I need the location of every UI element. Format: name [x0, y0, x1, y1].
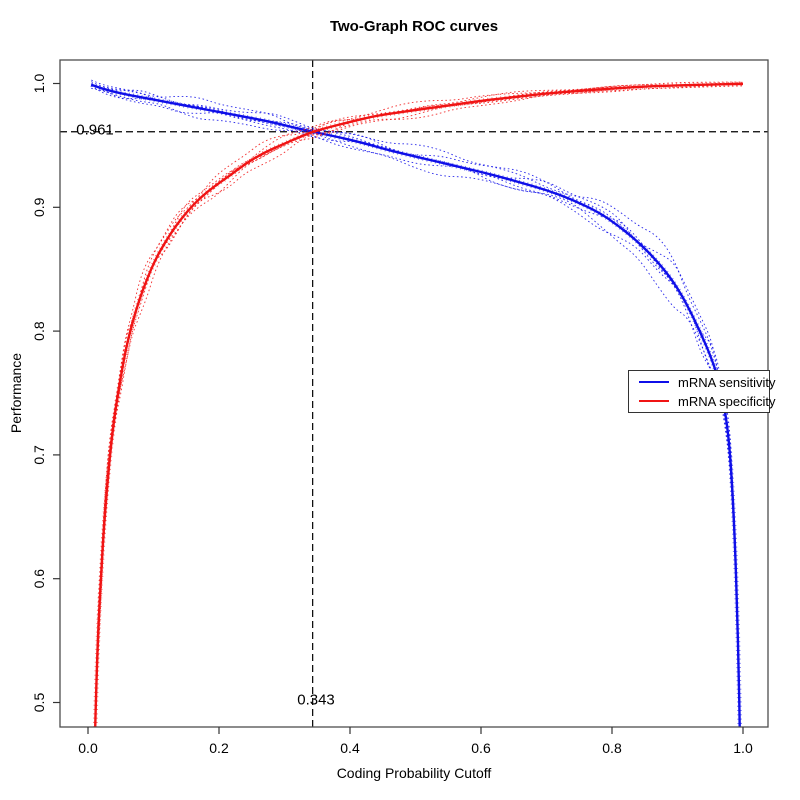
sensitivity-line-swatch [639, 381, 669, 383]
specificity-curve [94, 82, 744, 727]
sensitivity-ci-curve [91, 88, 741, 727]
specificity-line-swatch [639, 400, 669, 402]
legend-label-specificity: mRNA specificity [678, 393, 776, 409]
y-tick-label: 0.5 [31, 693, 47, 713]
y-tick-label: 0.6 [31, 569, 47, 589]
chart-title: Two-Graph ROC curves [329, 18, 499, 35]
threshold-y-label: 0.961 [76, 121, 114, 139]
y-tick-label: 0.9 [31, 197, 47, 217]
x-tick-label: 0.6 [471, 740, 491, 756]
y-axis-title: Performance [8, 352, 24, 434]
x-tick-label: 1.0 [733, 740, 753, 756]
sensitivity-curve-texture [90, 82, 743, 727]
legend-item-sensitivity: mRNA sensitivity [629, 375, 776, 390]
y-tick-label: 0.8 [31, 321, 47, 341]
legend-item-specificity: mRNA specificity [629, 394, 776, 409]
x-tick-label: 0.2 [209, 740, 229, 756]
x-axis-title: Coding Probability Cutoff [336, 765, 492, 781]
sensitivity-ci-curve [91, 81, 741, 726]
threshold-x-label: 0.343 [297, 691, 335, 709]
curves-group [90, 79, 744, 727]
legend-label-sensitivity: mRNA sensitivity [678, 374, 776, 390]
specificity-ci-curve [94, 83, 744, 720]
x-tick-label: 0.0 [78, 740, 98, 756]
x-tick-label: 0.4 [340, 740, 360, 756]
y-tick-label: 1.0 [31, 74, 47, 94]
x-tick-label: 0.8 [602, 740, 622, 756]
legend: mRNA sensitivity mRNA specificity [628, 370, 776, 413]
y-tick-label: 0.7 [31, 445, 47, 465]
